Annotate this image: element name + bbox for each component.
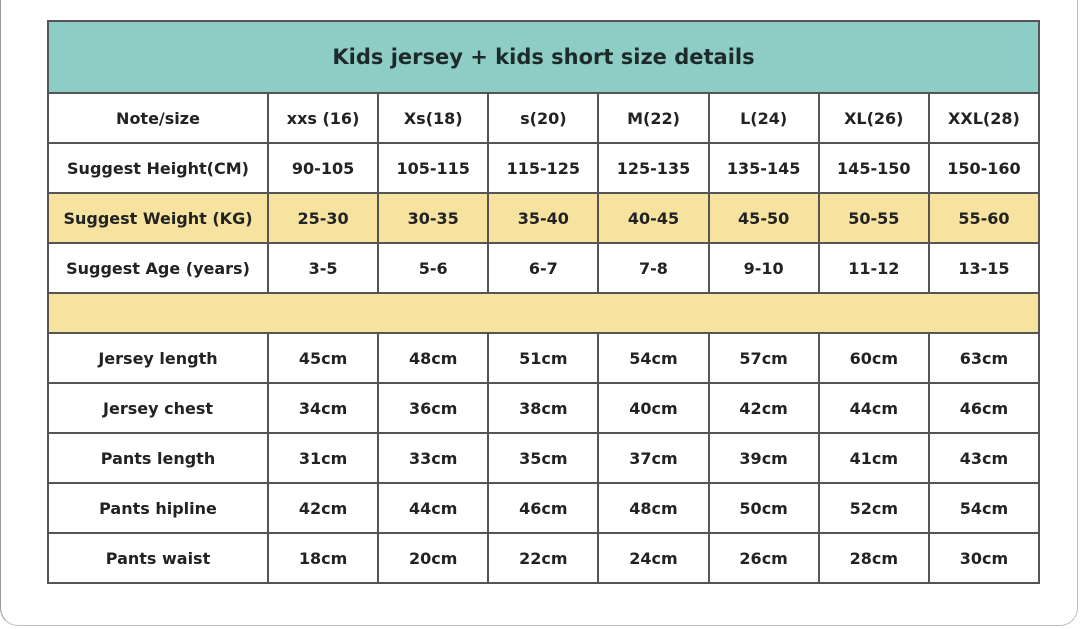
table-row: Jersey chest 34cm 36cm 38cm 40cm 42cm 44cm 46cm — [47, 382, 1041, 434]
table-cell: 7-8 — [597, 242, 710, 294]
table-cell: 135-145 — [707, 142, 820, 194]
spacer-cell — [47, 292, 1040, 334]
row-label: Note/size — [47, 92, 269, 144]
table-cell: 42cm — [707, 382, 820, 434]
table-cell: xxs (16) — [266, 92, 380, 144]
table-cell: 30-35 — [377, 192, 490, 244]
table-cell: 55-60 — [927, 192, 1041, 244]
table-cell: M(22) — [597, 92, 710, 144]
table-cell: 39cm — [707, 432, 820, 484]
table-cell: 36cm — [377, 382, 490, 434]
table-row: Pants waist 18cm 20cm 22cm 24cm 26cm 28cm 30cm — [47, 532, 1041, 584]
table-cell: s(20) — [487, 92, 600, 144]
table-cell: 44cm — [817, 382, 930, 434]
table-cell: 38cm — [487, 382, 600, 434]
table-cell: 31cm — [266, 432, 380, 484]
row-label: Pants waist — [47, 532, 269, 584]
table-row: Pants length 31cm 33cm 35cm 37cm 39cm 41cm 43cm — [47, 432, 1041, 484]
row-label: Jersey length — [47, 332, 269, 384]
table-cell: 37cm — [597, 432, 710, 484]
table-cell: 43cm — [927, 432, 1041, 484]
table-cell: Xs(18) — [377, 92, 490, 144]
row-label: Pants length — [47, 432, 269, 484]
spacer-row — [47, 292, 1040, 334]
table-cell: 20cm — [377, 532, 490, 584]
table-title: Kids jersey + kids short size details — [47, 20, 1040, 94]
table-cell: 54cm — [927, 482, 1041, 534]
table-cell: 35-40 — [487, 192, 600, 244]
table-cell: 145-150 — [817, 142, 930, 194]
table-cell: 22cm — [487, 532, 600, 584]
title-row: Kids jersey + kids short size details — [47, 20, 1040, 94]
table-cell: 3-5 — [266, 242, 380, 294]
table-row: Suggest Age (years) 3-5 5-6 6-7 7-8 9-10 11-12… — [47, 242, 1041, 294]
table-cell: 34cm — [266, 382, 380, 434]
table-cell: 63cm — [927, 332, 1041, 384]
table-cell: 25-30 — [266, 192, 380, 244]
header-row: Note/size xxs (16) Xs(18) s(20) M(22) L(24) XL… — [47, 92, 1041, 144]
row-label: Pants hipline — [47, 482, 269, 534]
table-cell: 46cm — [927, 382, 1041, 434]
table-cell: 48cm — [597, 482, 710, 534]
table-cell: 60cm — [817, 332, 930, 384]
table-cell: 40-45 — [597, 192, 710, 244]
table-cell: 42cm — [266, 482, 380, 534]
table-cell: 50-55 — [817, 192, 930, 244]
table-cell: 26cm — [707, 532, 820, 584]
table-cell: 28cm — [817, 532, 930, 584]
table-cell: 30cm — [927, 532, 1041, 584]
table-cell: XL(26) — [817, 92, 930, 144]
table-cell: 54cm — [597, 332, 710, 384]
table-cell: 50cm — [707, 482, 820, 534]
table-cell: 5-6 — [377, 242, 490, 294]
table-cell: 125-135 — [597, 142, 710, 194]
row-label: Suggest Height(CM) — [47, 142, 269, 194]
row-label: Suggest Age (years) — [47, 242, 269, 294]
table-cell: XXL(28) — [927, 92, 1041, 144]
table-cell: 41cm — [817, 432, 930, 484]
table-row: Pants hipline 42cm 44cm 46cm 48cm 50cm 52cm 54c… — [47, 482, 1041, 534]
table-cell: 52cm — [817, 482, 930, 534]
table-cell: 105-115 — [377, 142, 490, 194]
table-cell: 6-7 — [487, 242, 600, 294]
table-row: Jersey length 45cm 48cm 51cm 54cm 57cm 60cm 63c… — [47, 332, 1041, 384]
table-cell: 45-50 — [707, 192, 820, 244]
table-cell: 35cm — [487, 432, 600, 484]
table-row: Suggest Height(CM) 90-105 105-115 115-125 12… — [47, 142, 1041, 194]
table-row: Suggest Weight (KG) 25-30 30-35 35-40 40-45 4… — [47, 192, 1041, 244]
table-cell: 18cm — [266, 532, 380, 584]
table-cell: 9-10 — [707, 242, 820, 294]
table-cell: 48cm — [377, 332, 490, 384]
table-cell: 115-125 — [487, 142, 600, 194]
row-label: Jersey chest — [47, 382, 269, 434]
table-cell: 11-12 — [817, 242, 930, 294]
table-cell: 150-160 — [927, 142, 1041, 194]
table-cell: 57cm — [707, 332, 820, 384]
row-label: Suggest Weight (KG) — [47, 192, 269, 244]
table-cell: 90-105 — [266, 142, 380, 194]
table-cell: 40cm — [597, 382, 710, 434]
table-cell: 24cm — [597, 532, 710, 584]
table-cell: 44cm — [377, 482, 490, 534]
table-cell: L(24) — [707, 92, 820, 144]
table-cell: 33cm — [377, 432, 490, 484]
table-cell: 51cm — [487, 332, 600, 384]
table-cell: 45cm — [266, 332, 380, 384]
size-chart-table: Kids jersey + kids short size details No… — [47, 20, 1041, 584]
table-cell: 46cm — [487, 482, 600, 534]
table-cell: 13-15 — [927, 242, 1041, 294]
